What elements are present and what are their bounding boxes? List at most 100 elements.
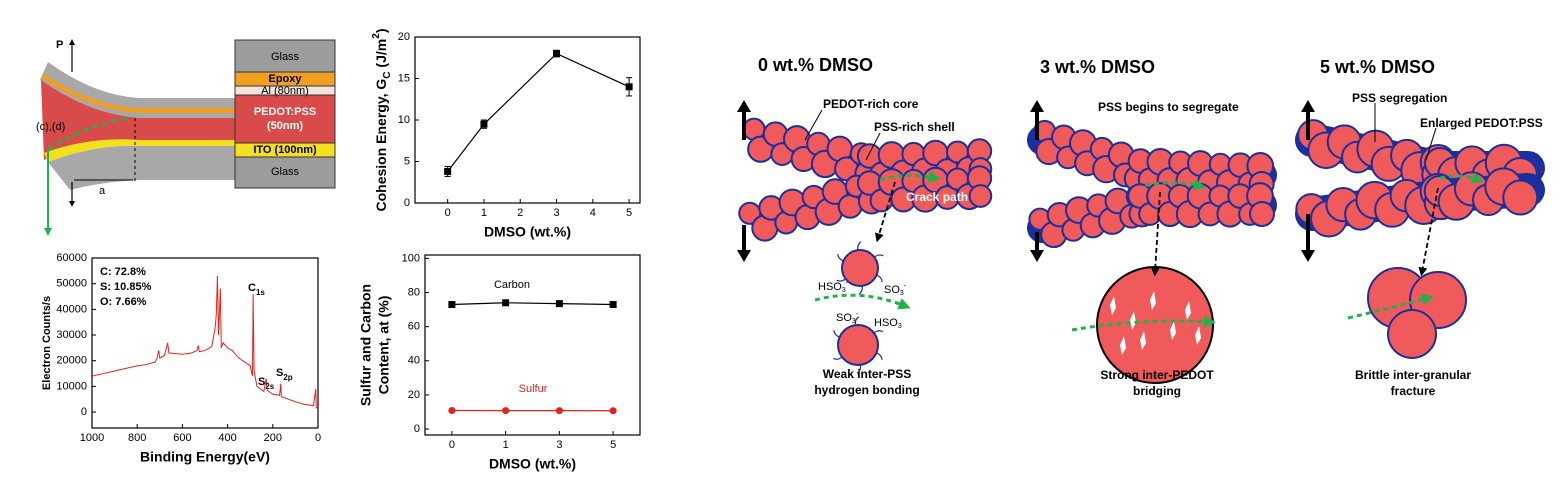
- y-tick-label: 5: [404, 155, 410, 167]
- pss-chain: [833, 330, 840, 338]
- panel-caption: fracture: [1391, 384, 1436, 398]
- layer-label: Glass: [271, 166, 300, 178]
- panel-title: 0 wt.% DMSO: [758, 55, 873, 75]
- shard: [1130, 311, 1136, 330]
- load-arrow-head: [1301, 100, 1315, 112]
- x-tick-label: 5: [610, 439, 616, 451]
- y-tick-label: 60000: [56, 252, 87, 264]
- panel-caption: Strong inter-PEDOT: [1100, 368, 1214, 382]
- marker: [502, 407, 510, 415]
- mechanism-drawing: [737, 100, 1545, 384]
- shard: [1120, 336, 1126, 355]
- y-axis-label-part: ): [373, 28, 389, 33]
- x-tick-label: 800: [128, 432, 146, 444]
- peak-label-part: S: [276, 367, 283, 379]
- pss-chain: [876, 352, 883, 360]
- x-tick-label: 4: [590, 207, 596, 219]
- marker: [609, 407, 617, 415]
- ion-part: -: [846, 280, 849, 287]
- marker: [448, 407, 456, 415]
- pss-chain: [837, 253, 844, 262]
- composition-label: C: 72.8%: [100, 266, 146, 278]
- x-tick-label: 200: [264, 432, 282, 444]
- pedot-grain: [1096, 266, 1214, 384]
- peak-label: S2s: [258, 376, 275, 391]
- plot-frame: [424, 254, 641, 436]
- y-axis-label: Cohesion Energy, GC (J/m2): [371, 28, 393, 211]
- marker: [480, 120, 488, 128]
- y-tick-label: 10: [398, 114, 410, 126]
- y-tick-label: 60: [408, 321, 420, 333]
- panel-caption: hydrogen bonding: [814, 383, 919, 397]
- dcb-sketch: [40, 39, 235, 236]
- composition-label: O: 7.66%: [100, 296, 147, 308]
- ion-part: HSO: [874, 317, 898, 329]
- marker: [555, 407, 563, 415]
- pss-chain: [858, 285, 863, 295]
- plot-frame: [91, 257, 319, 429]
- x-tick-label: 1: [481, 207, 487, 219]
- x-tick-label: 3: [553, 207, 559, 219]
- pedot-grain: [968, 184, 993, 208]
- y-tick-label: 0: [404, 197, 410, 209]
- y-axis-label-part: (J/m: [373, 39, 389, 72]
- marker: [625, 83, 633, 91]
- ion-part: -: [904, 283, 907, 290]
- load-arrow-head: [737, 250, 751, 262]
- y-tick-label: 15: [398, 72, 410, 84]
- panel-label: PSS segregation: [1352, 91, 1447, 105]
- x-axis-label: Binding Energy(eV): [140, 449, 270, 465]
- y-tick-label: 40: [408, 355, 420, 367]
- y-axis-label: Sulfur and Carbon: [358, 284, 374, 406]
- pss-chain: [856, 364, 862, 374]
- panel-label: PSS begins to segregate: [1098, 100, 1239, 114]
- pedot-grain: [841, 249, 879, 287]
- x-tick-label: 3: [556, 439, 562, 451]
- ion-part: SO: [884, 284, 900, 296]
- peak-label-part: S: [258, 376, 265, 388]
- panel-label: Enlarged PEDOT:PSS: [1420, 116, 1543, 130]
- pss-chain: [836, 278, 847, 282]
- x-axis-label: DMSO (wt.%): [484, 224, 571, 240]
- x-tick-label: 1000: [80, 432, 104, 444]
- layer-label: ITO (100nm): [253, 144, 317, 156]
- ion-part: 3: [842, 287, 846, 294]
- pedot-grain: [1249, 201, 1275, 227]
- panel-label: PEDOT-rich core: [823, 97, 919, 111]
- ion-label: SO3-: [836, 311, 859, 325]
- x-tick-label: 400: [218, 432, 236, 444]
- pss-chain: [857, 241, 862, 251]
- x-tick-label: 0: [445, 207, 451, 219]
- panel-title: 5 wt.% DMSO: [1320, 57, 1435, 77]
- shard: [1110, 296, 1116, 315]
- shard: [1195, 326, 1201, 345]
- layer-label: PEDOT:PSS: [254, 106, 316, 118]
- marker: [448, 300, 456, 308]
- x-tick-label: 2: [517, 207, 523, 219]
- pedot-grain: [837, 324, 879, 366]
- peak-label-part: 2s: [265, 382, 274, 391]
- x-tick-label: 5: [626, 207, 632, 219]
- y-tick-label: 80: [408, 286, 420, 298]
- ion-part: 3: [852, 318, 856, 325]
- data-line: [91, 275, 319, 410]
- ion-label: HSO3-: [818, 280, 849, 294]
- marker: [502, 299, 510, 307]
- x-tick-label: 0: [315, 432, 321, 444]
- ion-part: SO: [836, 312, 852, 324]
- peak-label: S2p: [276, 367, 293, 382]
- load-arrow-head: [1030, 100, 1044, 112]
- panel-caption: Brittle inter-granular: [1355, 368, 1471, 382]
- y-tick-label: 50000: [56, 278, 87, 290]
- peak-label-part: 2p: [283, 373, 292, 382]
- pss-chain: [832, 356, 843, 360]
- pss-chain: [873, 254, 884, 258]
- pss-chain: [873, 330, 884, 334]
- y-axis-label-part: 2: [371, 33, 382, 39]
- y-tick-label: 40000: [56, 303, 87, 315]
- shard: [1140, 331, 1146, 350]
- y-tick-label: 10000: [56, 380, 87, 392]
- y-tick-label: 0: [414, 423, 420, 435]
- layer-label: Al (80nm): [261, 85, 309, 97]
